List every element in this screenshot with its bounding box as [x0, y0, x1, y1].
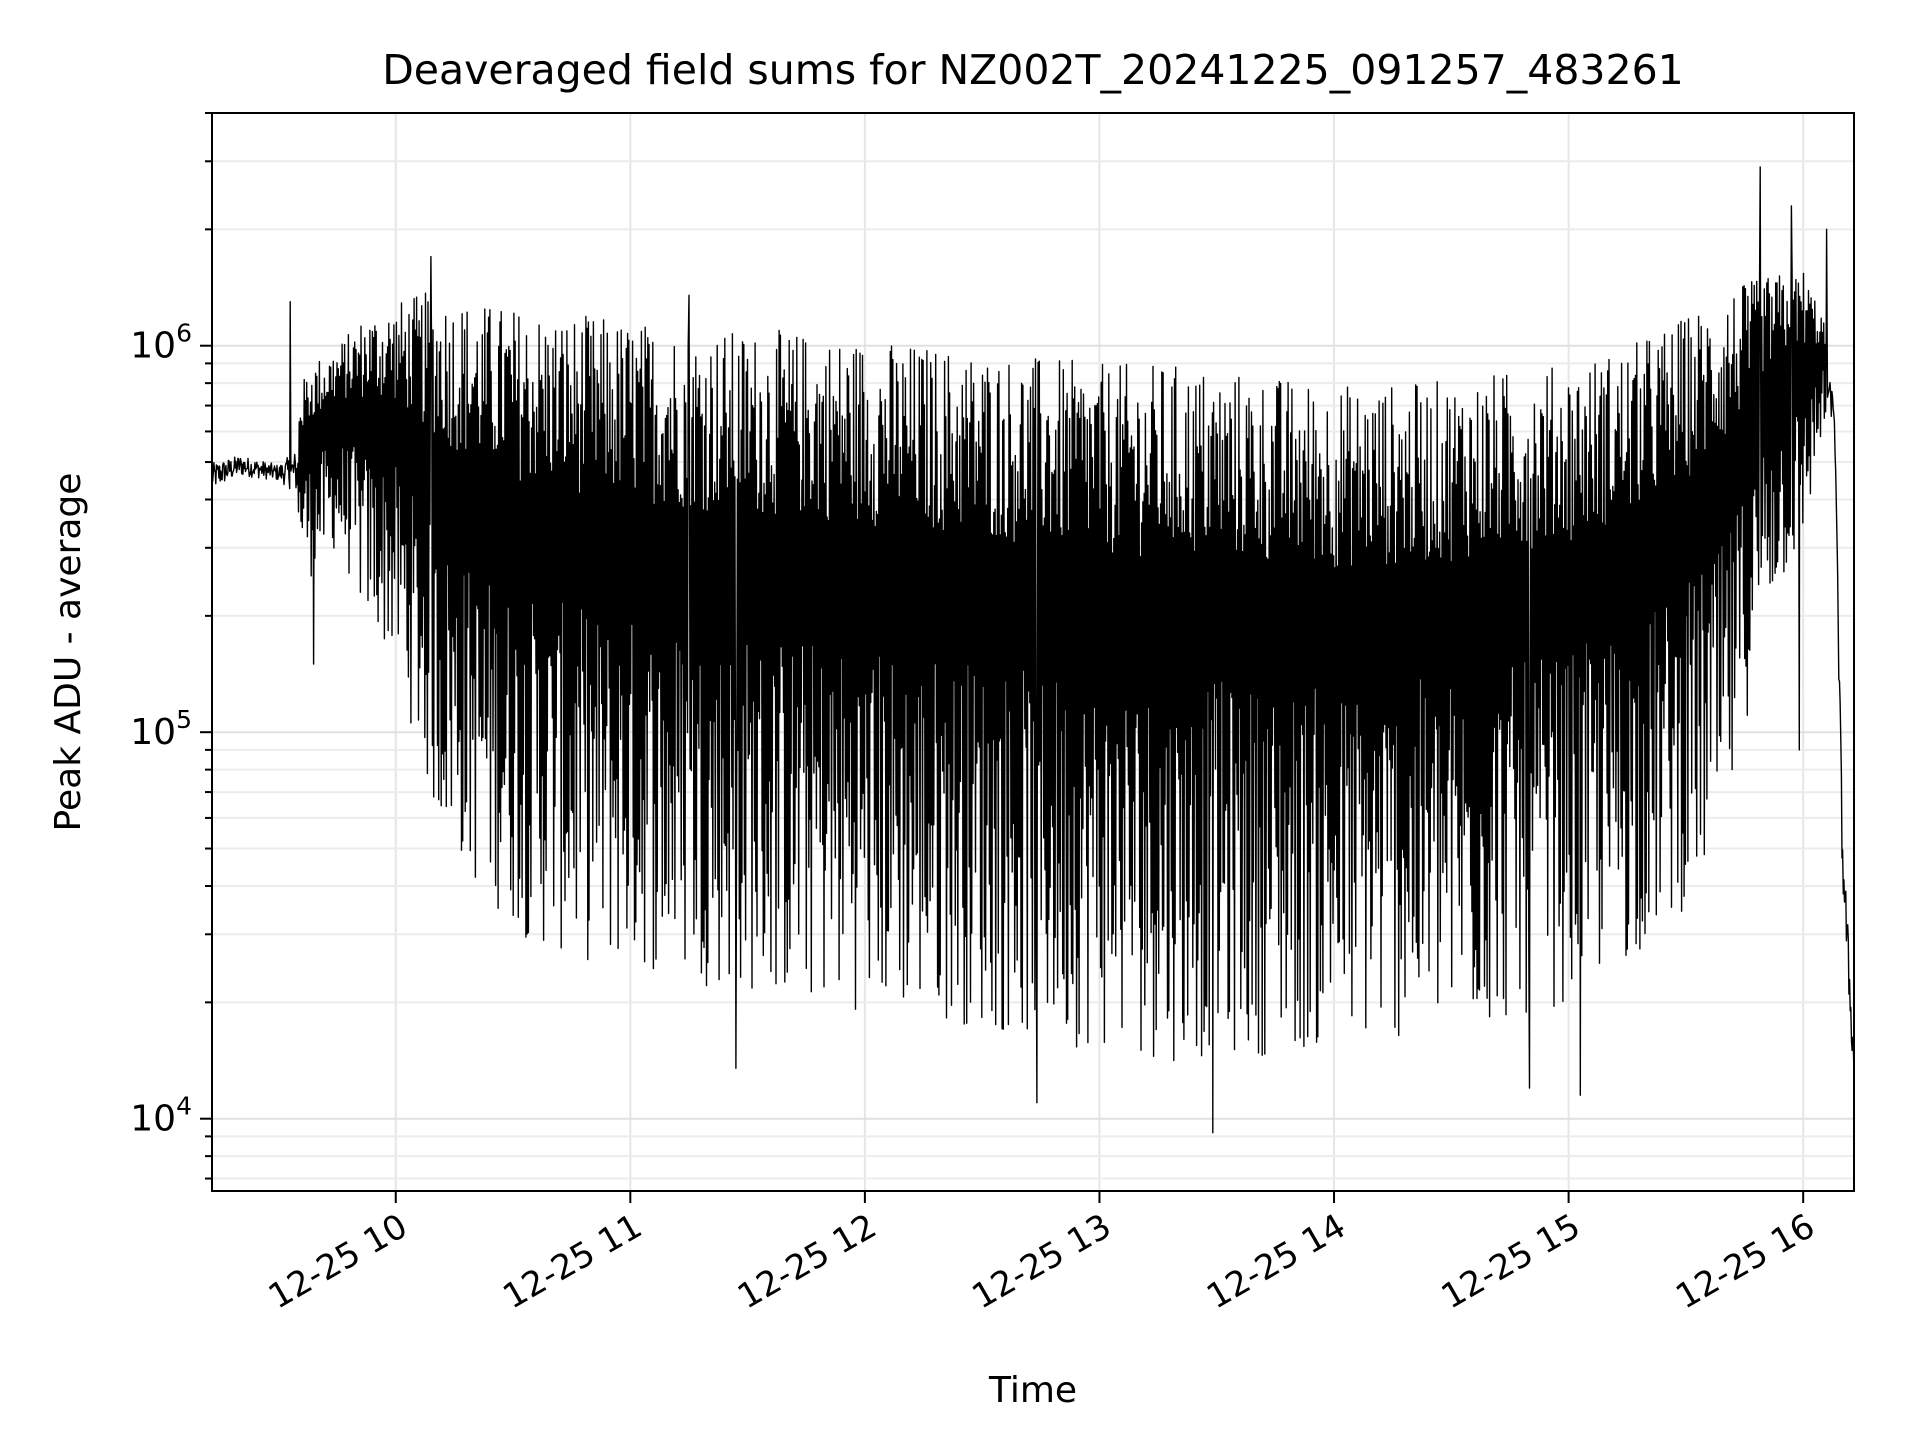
y-tick-label: 104 — [130, 1092, 192, 1140]
x-axis-label: Time — [988, 1370, 1077, 1411]
y-tick-label: 106 — [130, 319, 192, 367]
chart-title: Deaveraged field sums for NZ002T_2024122… — [382, 46, 1684, 94]
series-path — [211, 166, 1855, 1134]
y-axis-label: Peak ADU - average — [48, 473, 89, 832]
y-tick-label: 105 — [130, 705, 192, 753]
plot-frame — [211, 112, 1855, 1192]
series-line — [211, 166, 1855, 1134]
